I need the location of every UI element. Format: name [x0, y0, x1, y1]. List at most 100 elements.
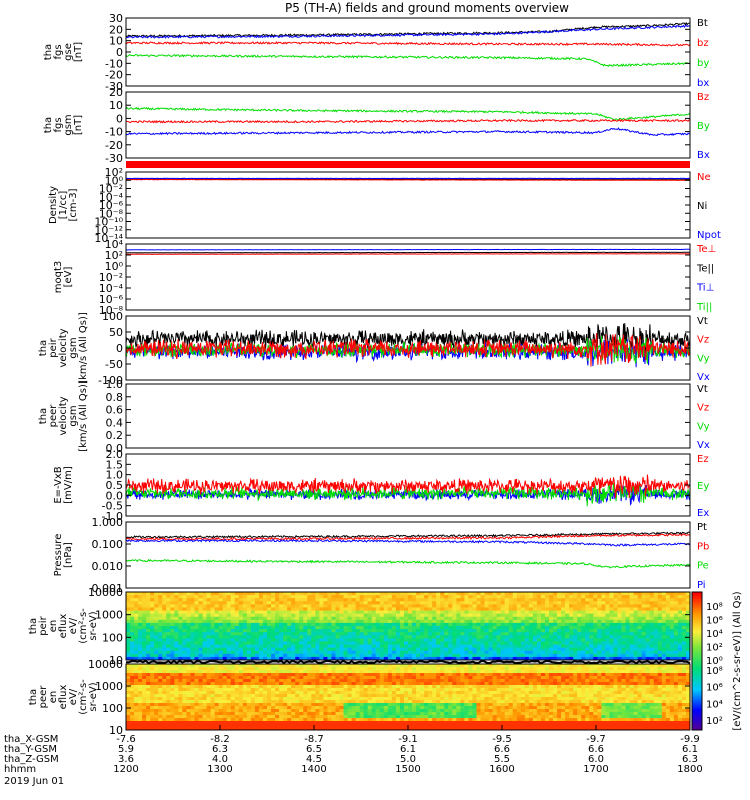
heatmap-cell — [395, 673, 401, 677]
heatmap-cell — [585, 635, 590, 639]
heatmap-cell — [271, 626, 276, 630]
heatmap-cell — [327, 626, 332, 630]
heatmap-cell — [214, 664, 220, 668]
heatmap-cell — [262, 724, 268, 728]
heatmap-cell — [287, 685, 292, 689]
heatmap-cell — [516, 607, 522, 612]
heatmap-cell — [516, 641, 522, 646]
heatmap-cell — [230, 656, 236, 661]
heatmap-cell — [371, 650, 377, 655]
heatmap-cell — [238, 697, 244, 701]
heatmap-cell — [416, 601, 421, 605]
heatmap-cell — [484, 641, 490, 646]
heatmap-cell — [456, 656, 461, 661]
heatmap-cell — [347, 653, 353, 658]
heatmap-cell — [319, 679, 324, 683]
heatmap-cell — [557, 610, 562, 615]
heatmap-cell — [363, 632, 369, 636]
heatmap-cell — [367, 656, 373, 661]
heatmap-cell — [327, 595, 332, 599]
heatmap-cell — [130, 610, 135, 615]
heatmap-cell — [432, 629, 437, 633]
heatmap-cell — [130, 632, 135, 636]
heatmap-cell — [395, 682, 401, 686]
heatmap-cell — [355, 622, 361, 627]
heatmap-cell — [258, 685, 264, 689]
heatmap-cell — [500, 635, 506, 639]
heatmap-cell — [391, 676, 397, 680]
heatmap-cell — [355, 664, 361, 668]
heatmap-cell — [665, 619, 671, 624]
heatmap-cell — [395, 629, 401, 633]
heatmap-cell — [134, 647, 139, 652]
heatmap-cell — [267, 694, 272, 698]
y-tick-label: 50 — [109, 326, 123, 339]
heatmap-cell — [540, 607, 546, 612]
heatmap-cell — [283, 703, 288, 707]
series-Pt — [126, 531, 690, 539]
heatmap-cell — [500, 601, 506, 605]
heatmap-cell — [428, 592, 433, 596]
heatmap-cell — [633, 644, 639, 649]
heatmap-cell — [379, 724, 385, 728]
heatmap-cell — [645, 604, 651, 608]
heatmap-cell — [408, 691, 413, 695]
heatmap-cell — [492, 641, 498, 646]
heatmap-cell — [307, 595, 312, 599]
heatmap-cell — [544, 622, 550, 627]
heatmap-cell — [218, 694, 224, 698]
heatmap-cell — [214, 667, 220, 671]
heatmap-cell — [383, 694, 389, 698]
heatmap-cell — [258, 682, 264, 686]
heatmap-cell — [391, 595, 397, 599]
heatmap-cell — [206, 715, 212, 719]
heatmap-cell — [202, 604, 208, 608]
heatmap-cell — [343, 616, 349, 621]
heatmap-cell — [271, 700, 276, 704]
heatmap-cell — [436, 607, 441, 612]
heatmap-cell — [617, 610, 623, 615]
heatmap-cell — [428, 653, 433, 658]
heatmap-cell — [657, 626, 663, 630]
heatmap-cell — [665, 595, 671, 599]
heatmap-cell — [134, 650, 139, 655]
heatmap-cell — [279, 629, 284, 633]
legend-entry: Vt — [697, 316, 708, 327]
heatmap-cell — [637, 653, 643, 658]
heatmap-cell — [299, 676, 304, 680]
heatmap-cell — [315, 700, 320, 704]
heatmap-cell — [198, 629, 204, 633]
heatmap-cell — [561, 656, 566, 661]
heatmap-cell — [399, 718, 405, 722]
heatmap-cell — [367, 629, 373, 633]
heatmap-cell — [408, 703, 413, 707]
heatmap-cell — [383, 727, 389, 731]
heatmap-cell — [367, 644, 373, 649]
heatmap-cell — [343, 715, 349, 719]
y-tick-label: -20 — [105, 69, 123, 82]
heatmap-cell — [557, 601, 562, 605]
heatmap-cell — [613, 610, 618, 615]
y-axis-label: eflux — [58, 614, 69, 639]
heatmap-cell — [299, 619, 304, 624]
heatmap-cell — [605, 607, 610, 612]
heatmap-cell — [287, 679, 292, 683]
heatmap-cell — [532, 650, 538, 655]
heatmap-cell — [190, 647, 195, 652]
heatmap-cell — [182, 592, 187, 596]
heatmap-cell — [536, 650, 542, 655]
heatmap-cell — [267, 706, 272, 710]
heatmap-cell — [202, 632, 208, 636]
panel-efield: 2.01.51.00.50.0-0.5-1.0E=-VxB [mV/m]EzEyE… — [53, 448, 709, 523]
heatmap-cell — [138, 598, 143, 602]
heatmap-cell — [130, 691, 135, 695]
heatmap-cell — [444, 650, 449, 655]
heatmap-cell — [218, 638, 224, 642]
heatmap-cell — [234, 656, 240, 661]
heatmap-cell — [557, 653, 562, 658]
heatmap-cell — [335, 724, 341, 728]
heatmap-cell — [472, 619, 477, 624]
heatmap-cell — [311, 685, 316, 689]
heatmap-cell — [339, 592, 345, 596]
heatmap-cell — [146, 685, 151, 689]
